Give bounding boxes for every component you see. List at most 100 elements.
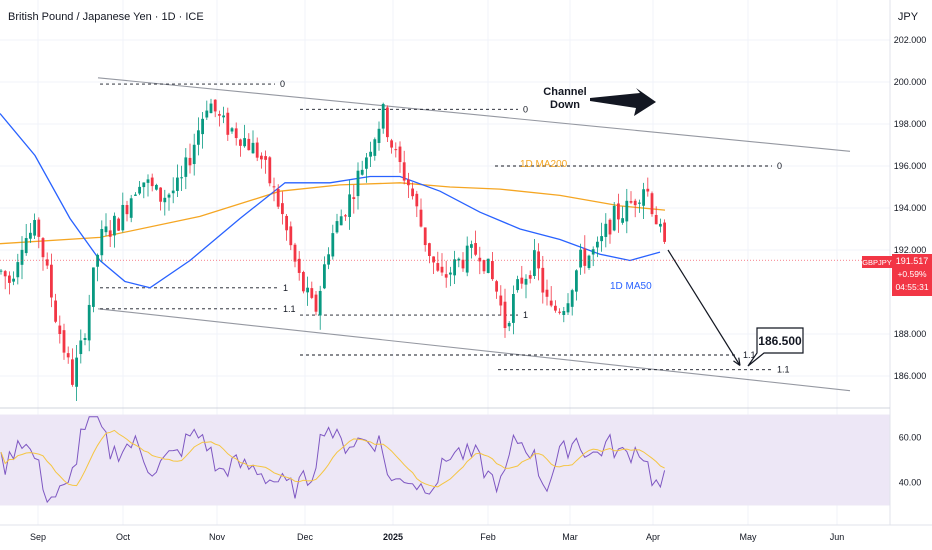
- projection-line: [667, 249, 741, 366]
- candle-body: [281, 203, 284, 215]
- rsi-indicator: [0, 416, 666, 504]
- candle-body: [432, 256, 435, 263]
- candle-body: [12, 278, 15, 282]
- ma200-label: 1D MA200: [520, 159, 568, 170]
- candle-body: [453, 259, 456, 276]
- candle-body: [209, 103, 213, 114]
- candle-body: [180, 177, 183, 179]
- candle-body: [507, 322, 511, 327]
- candle-body: [314, 294, 318, 312]
- candle-body: [596, 241, 599, 248]
- candle-body: [188, 157, 192, 166]
- candle-body: [377, 128, 381, 143]
- channel-line: [97, 308, 851, 392]
- candle-body: [327, 254, 330, 265]
- candle-body: [663, 222, 666, 242]
- candle-body: [583, 248, 587, 266]
- candle-body: [348, 194, 351, 217]
- candle-body: [113, 215, 116, 236]
- candle-body: [285, 215, 288, 231]
- candle-body: [499, 295, 503, 306]
- candle-body: [264, 156, 267, 160]
- candle-body: [255, 142, 259, 158]
- candle-body: [503, 301, 507, 329]
- price-tick-label: 196.000: [894, 161, 927, 171]
- time-tick-label: Dec: [297, 532, 314, 542]
- candle-body: [423, 227, 427, 246]
- candle-body: [239, 139, 242, 146]
- candle-body: [310, 288, 314, 298]
- price-tick-label: 198.000: [894, 119, 927, 129]
- candle-body: [125, 205, 129, 215]
- candle-body: [184, 157, 188, 177]
- candle-body: [444, 274, 448, 278]
- candle-body: [226, 112, 230, 135]
- channel-lines: [97, 77, 851, 392]
- candle-body: [344, 215, 347, 217]
- channel-label-line2: Down: [550, 99, 580, 111]
- candle-body: [176, 177, 179, 191]
- price-axis: 202.000 200.000 198.000 196.000 194.000 192.0…: [894, 35, 927, 381]
- ma50-label: 1D MA50: [610, 281, 652, 292]
- candle-body: [71, 359, 74, 385]
- candle-body: [234, 128, 238, 139]
- candle-body: [566, 303, 570, 313]
- candle-body: [575, 270, 578, 292]
- candle-body: [461, 259, 465, 269]
- candle-body: [54, 300, 57, 322]
- time-tick-label: Nov: [209, 532, 226, 542]
- price-value: 191.517: [896, 256, 929, 266]
- candle-body: [41, 238, 45, 258]
- candle-body: [37, 219, 41, 237]
- candle-body: [260, 155, 263, 160]
- channel-line: [97, 77, 851, 152]
- candle-body: [335, 221, 339, 233]
- candle-body: [167, 194, 171, 198]
- candle-body: [554, 305, 557, 311]
- candle-body: [20, 249, 24, 265]
- candle-body: [491, 261, 494, 280]
- candle-body: [108, 230, 112, 237]
- candle-body: [591, 249, 595, 255]
- candle-body: [62, 330, 66, 353]
- candle-body: [8, 275, 11, 283]
- candle-body: [600, 236, 603, 242]
- time-axis: Sep Oct Nov Dec 2025 Feb Mar Apr May Jun: [30, 532, 844, 542]
- price-tick-label: 202.000: [894, 35, 927, 45]
- ma200-line: [0, 182, 666, 245]
- candle-body: [646, 188, 650, 192]
- candle-body: [457, 258, 461, 261]
- candlesticks: [0, 98, 666, 402]
- candle-body: [213, 99, 217, 112]
- candle-body: [96, 254, 99, 267]
- candle-body: [159, 187, 162, 202]
- fib-level-label: 1.1: [777, 365, 790, 375]
- candle-body: [318, 290, 322, 316]
- fib-levels: 0 0 0 1 1.1 1 1.1 1.1: [100, 79, 790, 375]
- candle-body: [289, 226, 293, 246]
- ma50-line: [0, 113, 661, 289]
- candle-body: [373, 139, 377, 156]
- price-tick-label: 200.000: [894, 77, 927, 87]
- fib-level-label: 1.1: [743, 350, 756, 360]
- candle-body: [45, 259, 49, 266]
- symbol-title[interactable]: British Pound / Japanese Yen · 1D · ICE: [8, 11, 204, 23]
- candle-body: [440, 266, 444, 273]
- rsi-axis: 60.00 40.00: [899, 432, 922, 487]
- candle-body: [146, 179, 150, 183]
- time-tick-label: Apr: [646, 532, 660, 542]
- fib-level-label: 0: [523, 104, 528, 114]
- candle-body: [528, 275, 532, 279]
- candle-body: [365, 157, 368, 169]
- time-tick-label: Oct: [116, 532, 131, 542]
- candle-body: [516, 279, 519, 291]
- candle-body: [138, 186, 141, 194]
- candle-body: [625, 200, 629, 222]
- bar-countdown: 04:55:31: [895, 282, 928, 292]
- candle-body: [3, 271, 7, 277]
- target-callout: 186.500: [747, 327, 804, 367]
- candle-body: [243, 138, 246, 147]
- candle-body: [524, 278, 528, 285]
- candle-body: [638, 202, 641, 204]
- candle-body: [654, 214, 658, 225]
